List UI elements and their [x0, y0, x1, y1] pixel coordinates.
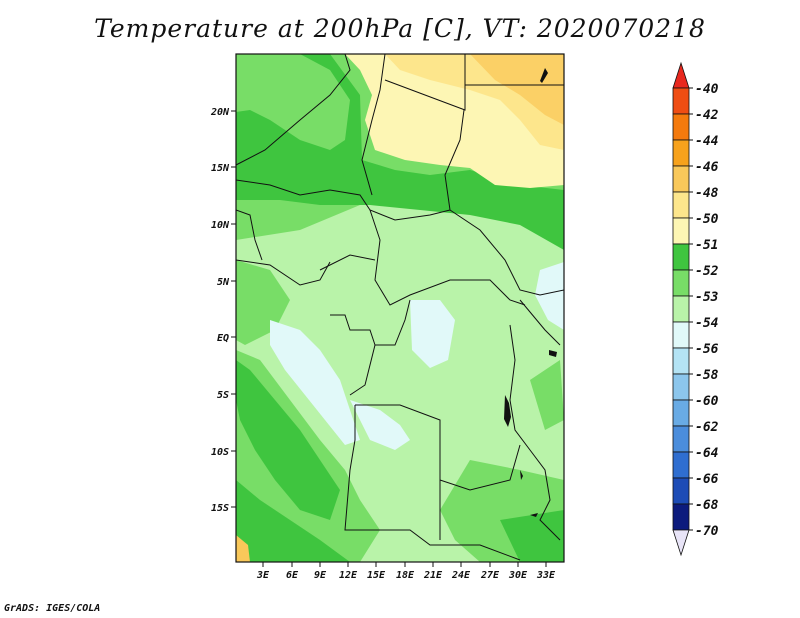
lat-label: 20N	[210, 107, 230, 118]
lat-label: 15N	[211, 163, 230, 174]
lakes	[504, 68, 557, 517]
colorbar-swatch	[672, 321, 690, 349]
colorbar-swatch	[672, 269, 690, 297]
lat-label: 5N	[217, 277, 230, 288]
colorbar-label: -64	[695, 446, 719, 461]
colorbar-label: -62	[695, 420, 719, 435]
colorbar-label: -68	[695, 498, 719, 513]
colorbar-swatch	[672, 113, 690, 141]
lon-label: 30E	[508, 570, 528, 581]
lon-label: 3E	[256, 570, 270, 581]
colorbar-bottom-arrow	[672, 529, 690, 557]
lon-label: 27E	[480, 570, 500, 581]
lon-label: 15E	[367, 570, 386, 581]
colorbar-label: -66	[695, 472, 719, 487]
lat-label: 5S	[217, 390, 229, 401]
lon-label: 6E	[286, 570, 299, 581]
colorbar-label: -56	[695, 342, 719, 357]
colorbar-label: -44	[695, 134, 719, 149]
colorbar-swatch	[672, 451, 690, 479]
colorbar-swatch	[672, 139, 690, 167]
colorbar-label: -48	[695, 186, 719, 201]
colorbar-swatch	[672, 477, 690, 505]
colorbar-swatch	[672, 295, 690, 323]
colorbar-label: -50	[695, 212, 719, 227]
lat-label: 10S	[211, 447, 229, 458]
lon-label: 12E	[339, 570, 358, 581]
colorbar-label: -54	[695, 316, 719, 331]
colorbar-label: -70	[695, 524, 719, 539]
lat-label: 15S	[211, 503, 229, 514]
lon-axis: 3E 6E 9E 12E 15E 18E 21E 24E 27E 30E 33E	[256, 562, 556, 581]
colorbar-swatch	[672, 503, 690, 531]
colorbar: -40 -42 -44 -46 -48 -50 -51 -52 -53 -54 -56 -58 -60 -…	[672, 61, 719, 557]
footer-credit: GrADS: IGES/COLA	[4, 603, 101, 614]
colorbar-swatch	[672, 399, 690, 427]
colorbar-swatch	[672, 217, 690, 245]
country-borders	[236, 54, 564, 561]
lon-label: 33E	[536, 570, 556, 581]
colorbar-swatch	[672, 425, 690, 453]
lon-label: 18E	[396, 570, 415, 581]
colorbar-swatch	[672, 191, 690, 219]
colorbar-swatch	[672, 87, 690, 115]
colorbar-label: -52	[695, 264, 719, 279]
colorbar-swatch	[672, 243, 690, 271]
map-field	[236, 54, 564, 562]
lon-label: 9E	[314, 570, 327, 581]
colorbar-swatch	[672, 347, 690, 375]
lon-label: 24E	[451, 570, 471, 581]
map-title: Temperature at 200hPa [C], VT: 202007021…	[94, 14, 706, 43]
colorbar-label: -40	[695, 82, 719, 97]
colorbar-label: -42	[695, 108, 719, 123]
lat-axis: 20N 15N 10N 5N EQ 5S 10S 15S	[210, 107, 236, 514]
map-frame	[235, 53, 565, 563]
colorbar-swatch	[672, 373, 690, 401]
colorbar-label: -46	[695, 160, 719, 175]
colorbar-label: -53	[695, 290, 719, 305]
lat-label: EQ	[217, 333, 229, 344]
lon-label: 21E	[423, 570, 443, 581]
colorbar-label: -58	[695, 368, 719, 383]
colorbar-swatch	[672, 165, 690, 193]
colorbar-label: -51	[695, 238, 718, 253]
lat-label: 10N	[211, 220, 230, 231]
colorbar-label: -60	[695, 394, 719, 409]
colorbar-top-arrow	[672, 61, 690, 89]
